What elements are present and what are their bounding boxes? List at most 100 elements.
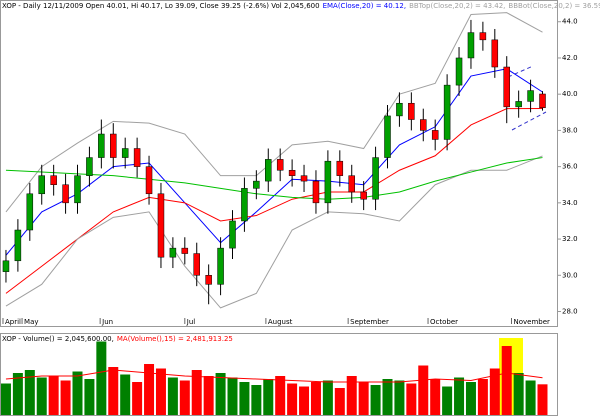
candle-body	[324, 160, 332, 204]
volume-bar	[299, 386, 310, 415]
volume-bar	[334, 388, 345, 415]
header-text: XOP - Volume() = 2,045,600.00, MA(Volume(…	[2, 335, 233, 343]
volume-bar	[215, 373, 226, 415]
candle-body	[26, 193, 34, 231]
candle-body	[312, 180, 320, 204]
volume-bar	[72, 371, 83, 415]
candle-body	[336, 160, 344, 176]
candle-body	[50, 175, 57, 185]
x-tick-label: May	[24, 318, 38, 326]
candle-body	[372, 157, 379, 200]
volume-bar	[513, 373, 524, 415]
volume-bar	[96, 341, 107, 415]
candle-body	[133, 148, 141, 167]
volume-bar	[132, 382, 143, 415]
candle-body	[205, 275, 212, 285]
volume-bar	[60, 380, 71, 415]
candle-body	[110, 133, 117, 158]
candle-body	[503, 66, 510, 108]
header-item: EMA(Close,20) = 40.12,	[323, 2, 407, 10]
volume-bar	[144, 364, 155, 415]
y-tick-label: 44.0	[562, 18, 578, 26]
header-item: XOP - Volume() = 2,045,600.00,	[2, 335, 114, 343]
candle-body	[443, 84, 451, 140]
volume-bar	[418, 365, 429, 415]
y-tick-label: 38.0	[562, 126, 578, 134]
y-tick-label: 32.0	[562, 235, 578, 243]
candle-body	[276, 159, 284, 171]
volume-bar	[84, 379, 95, 415]
volume-bar	[167, 377, 178, 415]
volume-bar	[12, 373, 23, 415]
indicator-line	[5, 107, 543, 294]
y-tick-label: 36.0	[562, 163, 578, 171]
indicator-line	[5, 155, 543, 309]
volume-bar	[0, 383, 11, 415]
candle-body	[384, 115, 391, 158]
header-item: XOP - Daily 12/11/2009 Open 40.01, Hi 40…	[2, 2, 320, 10]
volume-bar	[442, 386, 453, 415]
x-tick-label: Jul	[186, 318, 196, 326]
x-tick-label: August	[268, 318, 293, 326]
price-header: XOP - Daily 12/11/2009 Open 40.01, Hi 40…	[2, 2, 600, 10]
volume-bar	[179, 380, 190, 415]
volume-bar	[358, 382, 369, 415]
candle-body	[348, 175, 355, 193]
volume-bar	[191, 370, 202, 415]
volume-bar	[263, 379, 274, 415]
volume-bar	[48, 376, 59, 415]
candle-body	[169, 247, 177, 258]
y-tick-label: 40.0	[562, 90, 578, 98]
volume-bar	[310, 382, 321, 415]
volume-bar	[382, 379, 393, 415]
volume-header: XOP - Volume() = 2,045,600.00, MA(Volume(…	[2, 335, 233, 343]
candle-body	[288, 169, 296, 176]
candle-body	[217, 247, 224, 285]
volume-bar	[203, 376, 214, 415]
volume-bar	[406, 383, 417, 415]
x-tick-label: Jun	[101, 318, 113, 326]
volume-bar	[537, 384, 548, 415]
candle-body	[431, 130, 439, 140]
volume-ma	[5, 369, 543, 383]
candle-body	[300, 175, 308, 182]
x-tick-label: November	[514, 318, 551, 326]
candle-body	[241, 188, 248, 222]
volume-bar	[227, 377, 238, 415]
volume-bar	[525, 380, 536, 415]
candle-body	[86, 157, 93, 176]
volume-bar	[477, 379, 488, 415]
volume-bar	[36, 377, 47, 415]
candle-body	[181, 247, 189, 254]
x-tick-label: September	[350, 318, 389, 326]
volume-bar	[465, 382, 476, 415]
header-item: BBBot(Close,20,2) = 36.59,	[508, 2, 600, 10]
header-item: BBTop(Close,20,2) = 43.42,	[409, 2, 505, 10]
candle-body	[420, 119, 427, 131]
indicator-line	[5, 12, 543, 213]
x-tick-label: April	[5, 318, 21, 326]
candle-body	[193, 253, 200, 276]
volume-bar	[430, 379, 441, 415]
volume-bar	[489, 368, 500, 415]
candle-body	[527, 90, 534, 102]
channel-line	[507, 65, 534, 78]
volume-bar	[346, 376, 357, 415]
y-tick-label: 34.0	[562, 199, 578, 207]
x-tick-label: October	[430, 318, 458, 326]
candle-body	[121, 148, 129, 158]
candle-body	[408, 102, 415, 120]
candle-body	[145, 166, 153, 195]
candle-body	[229, 220, 236, 249]
volume-bar	[454, 377, 465, 415]
volume-bar	[239, 382, 250, 415]
volume-bar	[501, 346, 512, 415]
candle-body	[396, 102, 403, 117]
volume-bar	[251, 385, 262, 415]
volume-bar	[155, 368, 166, 415]
candle-body	[74, 175, 81, 204]
volume-bar	[322, 380, 333, 415]
volume-bar	[394, 380, 405, 415]
candle-body	[253, 180, 260, 189]
